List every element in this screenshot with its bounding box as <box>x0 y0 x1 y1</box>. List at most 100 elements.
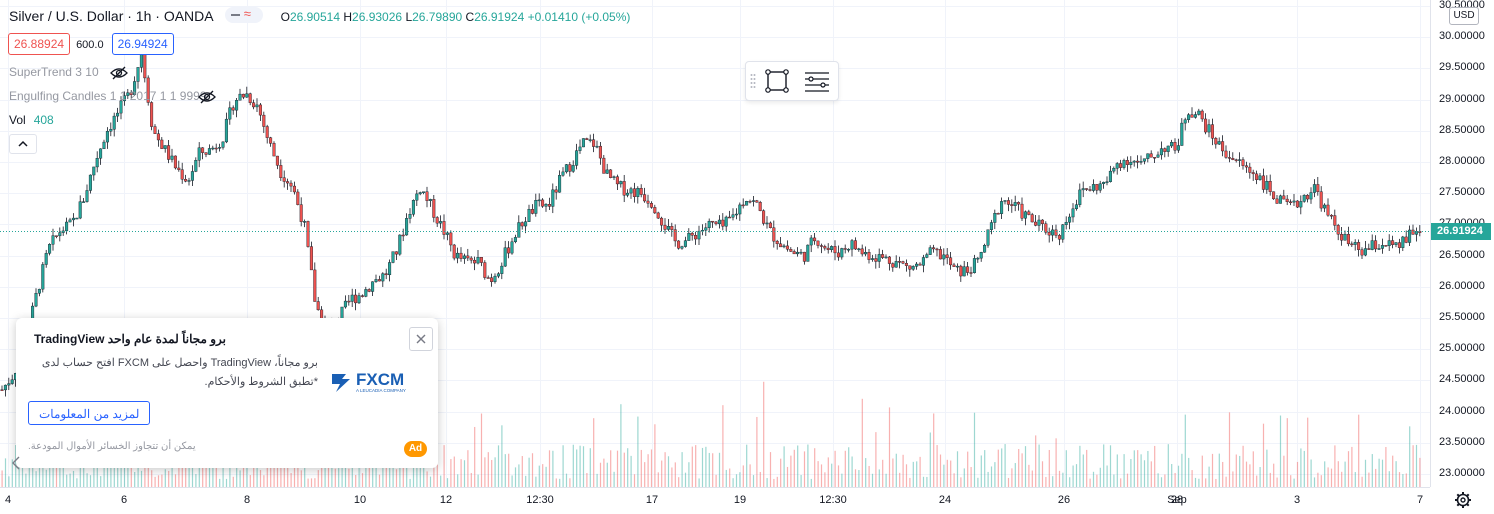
volume-bar <box>1334 445 1336 487</box>
lines-icon[interactable] <box>803 68 831 94</box>
volume-bar <box>542 464 544 487</box>
candle-up <box>445 232 449 235</box>
volume-bar <box>440 475 442 487</box>
currency-badge[interactable]: USD <box>1449 7 1479 25</box>
scroll-left-icon[interactable] <box>8 453 24 473</box>
volume-bar <box>946 459 948 487</box>
volume-bar <box>300 470 302 487</box>
symbol-header: Silver / U.S. Dollar · 1h · OANDA ≈ O26.… <box>9 6 631 25</box>
candle-up <box>595 145 599 148</box>
candle-up <box>1108 170 1112 182</box>
volume-bar <box>304 456 306 487</box>
candle-down <box>1251 172 1255 175</box>
volume-bar <box>997 449 999 487</box>
learn-more-button[interactable]: لمزيد من المعلومات <box>28 401 151 425</box>
drag-handle-icon[interactable] <box>750 73 756 89</box>
candle-up <box>65 221 69 232</box>
ad-popup[interactable]: برو مجاناً لمدة عام واحد TradingView برو… <box>16 318 438 468</box>
ad-body-text: برو مجاناً، TradingView واحصل على FXCM ا… <box>41 357 318 388</box>
candle-up <box>364 289 368 297</box>
candle-down <box>1054 229 1058 236</box>
price-axis-label: 30.00000 <box>1439 30 1485 43</box>
candle-up <box>1074 204 1078 210</box>
candle-up <box>187 180 191 182</box>
time-axis[interactable]: 4 6 8 10 12 12:30 17 19 12:30 24 26 28 Sep 3 7 <box>0 487 1430 514</box>
candle-up <box>972 258 976 274</box>
volume-bar <box>215 461 217 487</box>
volume-bar <box>664 452 666 487</box>
candle-up <box>806 244 810 262</box>
ad-disclaimer: يمكن أن تتجاوز الخسائر الأموال المودعة. <box>28 441 196 452</box>
candle-down <box>459 252 463 259</box>
candle-down <box>435 217 439 224</box>
candle-up <box>170 155 174 160</box>
buy-button[interactable]: 26.94924 <box>111 33 174 55</box>
time-axis-label: Sep <box>1167 494 1187 506</box>
volume-bar <box>219 478 221 487</box>
volume-bar <box>525 475 527 487</box>
volume-bar <box>334 468 336 487</box>
volume-bar <box>708 452 710 487</box>
indicator-supertrend[interactable]: SuperTrend 3 10 <box>9 64 129 80</box>
symbol-title[interactable]: Silver / U.S. Dollar · 1h · OANDA <box>9 8 213 24</box>
close-ad-button[interactable] <box>409 327 433 351</box>
volume-bar <box>623 452 625 487</box>
candle-up <box>527 209 531 222</box>
volume-bar <box>467 450 469 487</box>
rectangle-icon[interactable] <box>764 68 790 94</box>
candle-down <box>241 93 245 98</box>
sell-button[interactable]: 26.88924 <box>8 33 71 55</box>
gear-icon[interactable] <box>1454 491 1472 509</box>
volume-bar <box>1371 454 1373 487</box>
volume-bar <box>1092 471 1095 487</box>
fxcm-logo[interactable]: FXCM A LEUCADIA COMPANY <box>330 364 426 394</box>
compare-icon[interactable]: ≈ <box>224 6 263 24</box>
candle-down <box>143 54 147 79</box>
volume-bar <box>120 463 122 487</box>
candle-up <box>605 169 609 174</box>
volume-bar <box>565 473 568 487</box>
volume-bar <box>569 478 571 487</box>
candle-up <box>983 245 987 253</box>
volume-bar <box>980 455 982 487</box>
candle-up <box>1078 189 1082 205</box>
volume-bar <box>317 470 319 487</box>
candle-down <box>554 189 558 193</box>
volume-bar <box>1324 461 1326 487</box>
volume-bar <box>746 444 748 487</box>
candle-down <box>173 155 177 169</box>
candle-down <box>204 152 208 155</box>
volume-bar <box>657 472 659 487</box>
candle-up <box>911 266 915 270</box>
volume-bar <box>344 466 347 487</box>
candle-down <box>1173 142 1177 151</box>
volume-bar <box>69 473 71 487</box>
candle-up <box>126 92 130 96</box>
volume-bar <box>973 412 976 487</box>
candle-down <box>819 245 823 247</box>
volume-bar <box>1103 444 1105 487</box>
volume-bar <box>134 471 136 487</box>
eye-off-icon[interactable] <box>198 90 217 104</box>
price-axis[interactable]: 30.50000 30.00000 29.50000 29.00000 28.50000… <box>1430 0 1494 487</box>
collapse-legend-button[interactable] <box>9 134 37 154</box>
volume-bar <box>990 466 993 487</box>
candle-down <box>1289 201 1293 204</box>
indicator-engulfing[interactable]: Engulfing Candles 1 1 2017 1 1 9999 <box>9 88 217 104</box>
candle-down <box>1357 242 1361 250</box>
candle-down <box>129 92 133 95</box>
candle-up <box>1112 168 1116 172</box>
drawing-toolbar[interactable] <box>745 61 839 101</box>
volume-bar <box>1208 466 1210 487</box>
price-axis-label: 30.50000 <box>1439 0 1485 11</box>
eye-off-icon[interactable] <box>110 66 129 80</box>
volume-bar <box>385 452 387 487</box>
candle-up <box>1170 142 1174 147</box>
candle-down <box>1404 236 1408 243</box>
volume-bar <box>535 476 537 487</box>
volume-bar <box>861 398 863 487</box>
indicator-volume[interactable]: Vol 408 <box>9 112 54 127</box>
ohlc-values: O26.90514 H26.93026 L26.79890 C26.91924 … <box>281 10 631 24</box>
volume-bar <box>1167 444 1169 487</box>
volume-bar <box>321 459 323 487</box>
